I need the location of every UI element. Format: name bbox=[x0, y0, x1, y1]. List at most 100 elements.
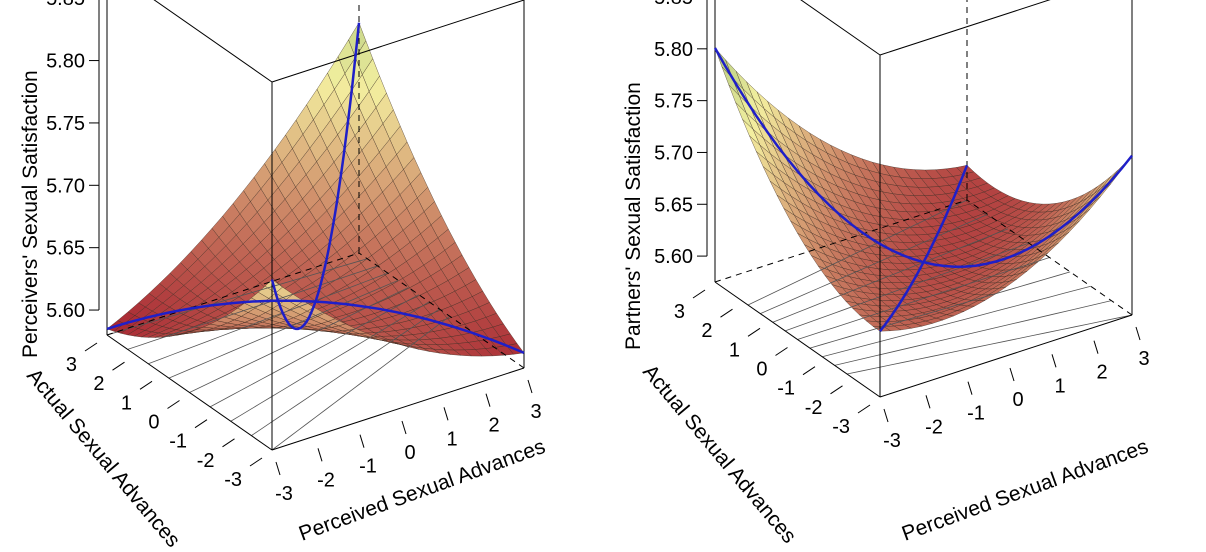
x-axis-label: Perceived Sexual Advances bbox=[899, 435, 1151, 546]
plot-box bbox=[714, 0, 1133, 398]
contour-line bbox=[209, 294, 420, 408]
y-tick bbox=[84, 342, 98, 352]
panel-partners: 5.605.655.705.755.805.855.903210-1-2-3-3… bbox=[622, 0, 1151, 548]
y-tick bbox=[112, 361, 125, 371]
x-tick bbox=[275, 461, 281, 476]
z-tick-label: 5.80 bbox=[46, 51, 85, 73]
x-tick bbox=[925, 395, 931, 409]
y-tick bbox=[747, 327, 761, 337]
axis-ticks bbox=[84, 0, 533, 476]
box-edge-front-left-bottom bbox=[714, 281, 881, 398]
y-tick-label: 2 bbox=[701, 320, 712, 342]
congruence-lines bbox=[713, 47, 1133, 332]
tick-labels: 5.605.655.705.755.805.855.903210-1-2-3-3… bbox=[654, 0, 1150, 452]
box-edge-front-right-bottom bbox=[271, 367, 525, 451]
x-tick bbox=[485, 393, 491, 407]
x-tick-label: 0 bbox=[1012, 389, 1023, 411]
x-tick-label: -1 bbox=[967, 403, 985, 425]
z-tick-label: 5.65 bbox=[46, 238, 85, 260]
axis-ticks bbox=[692, 0, 1141, 423]
z-tick-label: 5.70 bbox=[46, 175, 85, 197]
y-tick-label: -1 bbox=[169, 431, 187, 453]
box-edge-back-bottom bbox=[106, 252, 360, 336]
contour-line bbox=[189, 287, 409, 393]
y-tick bbox=[222, 438, 235, 448]
z-tick-label: 5.70 bbox=[654, 142, 693, 164]
contour-line bbox=[797, 257, 1050, 340]
x-tick bbox=[401, 420, 407, 435]
tick-labels: 5.605.655.705.755.805.853210-1-2-3-3-2-1… bbox=[46, 0, 542, 505]
x-tick-label: 0 bbox=[404, 442, 415, 464]
y-tick-label: -3 bbox=[832, 416, 850, 438]
surface-mesh bbox=[106, 22, 525, 357]
y-tick-label: 0 bbox=[756, 359, 767, 381]
box-edge-back-bottom-2 bbox=[966, 199, 1133, 316]
contour-line bbox=[271, 315, 450, 451]
y-tick-label: 0 bbox=[148, 412, 159, 434]
box-edge-top-front bbox=[271, 0, 525, 83]
z-axis-label: Partners' Sexual Satisfaction bbox=[622, 82, 645, 350]
z-tick-label: 5.85 bbox=[654, 0, 693, 9]
y-tick-label: -2 bbox=[197, 450, 215, 472]
y-tick bbox=[249, 457, 263, 467]
x-tick-label: 2 bbox=[1096, 362, 1107, 384]
box-edge-back-bottom bbox=[714, 199, 968, 283]
box-edge-top-front bbox=[879, 0, 1051, 56]
plot-box bbox=[106, 0, 525, 451]
y-tick bbox=[194, 419, 208, 429]
x-tick-label: 3 bbox=[530, 401, 541, 423]
y-tick bbox=[775, 347, 788, 356]
z-tick-label: 5.60 bbox=[46, 300, 85, 322]
y-tick bbox=[167, 400, 180, 409]
contour-line bbox=[846, 314, 1133, 375]
contour-line bbox=[230, 301, 430, 422]
z-tick-label: 5.60 bbox=[654, 246, 693, 268]
surface-cell bbox=[1100, 169, 1119, 189]
x-tick-label: 2 bbox=[488, 415, 499, 437]
contour-line bbox=[168, 279, 399, 379]
floor-contours bbox=[747, 199, 1133, 375]
y-tick bbox=[720, 308, 733, 318]
x-tick-label: -2 bbox=[317, 469, 335, 491]
y-tick bbox=[830, 385, 843, 395]
x-tick bbox=[1009, 367, 1015, 382]
z-tick-label: 5.75 bbox=[654, 91, 693, 113]
x-tick bbox=[967, 381, 973, 395]
contour-line bbox=[822, 285, 1091, 358]
x-tick-label: -1 bbox=[359, 456, 377, 478]
y-tick-label: 3 bbox=[66, 354, 77, 376]
x-tick-label: 3 bbox=[1138, 348, 1149, 370]
x-tick bbox=[1051, 354, 1057, 368]
x-tick-label: 1 bbox=[1054, 375, 1065, 397]
box-edge-front-left-bottom bbox=[106, 334, 273, 451]
x-tick bbox=[443, 407, 449, 421]
y-tick-label: -1 bbox=[777, 378, 795, 400]
line-of-incongruence bbox=[106, 299, 525, 355]
contour-line bbox=[834, 300, 1112, 366]
x-tick bbox=[359, 434, 365, 448]
z-tick-label: 5.65 bbox=[654, 194, 693, 216]
x-tick bbox=[1135, 326, 1141, 341]
contour-line bbox=[772, 228, 1009, 323]
x-tick-label: -3 bbox=[883, 430, 901, 452]
x-tick bbox=[883, 408, 889, 423]
panel-perceivers: 5.605.655.705.755.805.853210-1-2-3-3-2-1… bbox=[19, 0, 548, 552]
box-edge-top-left bbox=[800, 0, 881, 56]
contour-line bbox=[148, 272, 389, 365]
box-edge-front-right-bottom bbox=[879, 314, 1133, 398]
y-tick-label: 3 bbox=[674, 301, 685, 323]
z-tick-label: 5.75 bbox=[46, 113, 85, 135]
y-tick-label: 1 bbox=[121, 392, 132, 414]
y-tick bbox=[857, 404, 871, 414]
y-tick-label: 1 bbox=[729, 339, 740, 361]
surface-mesh bbox=[714, 47, 1133, 332]
contour-line bbox=[809, 271, 1071, 349]
contour-line bbox=[127, 265, 378, 350]
x-tick bbox=[1093, 340, 1099, 354]
y-tick bbox=[802, 366, 816, 376]
y-tick-label: -3 bbox=[224, 469, 242, 491]
congruence-lines bbox=[106, 22, 525, 355]
z-tick-label: 5.80 bbox=[654, 39, 693, 61]
contour-line bbox=[760, 214, 988, 314]
